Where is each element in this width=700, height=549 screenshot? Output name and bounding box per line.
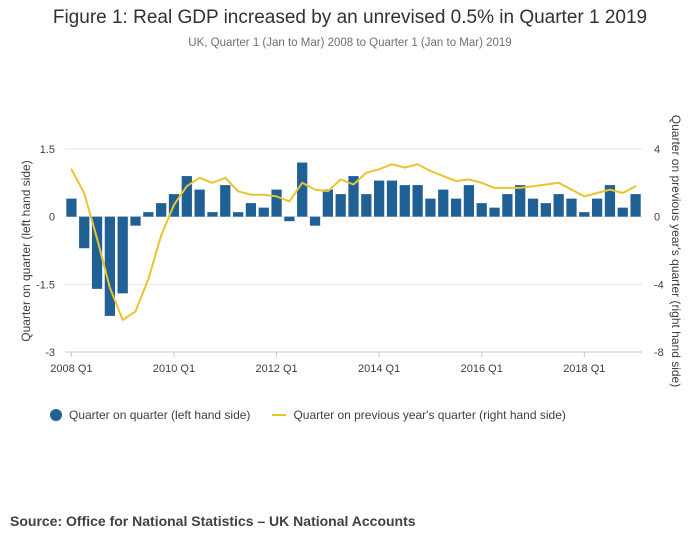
x-tick-label: 2016 Q1 <box>461 363 503 375</box>
bar <box>579 212 590 217</box>
legend-item-quarter-on-quarter: Quarter on quarter (left hand side) <box>50 408 250 422</box>
right-tick-label: 0 <box>654 212 660 224</box>
legend-item-year-on-year: Quarter on previous year's quarter (righ… <box>272 408 566 422</box>
bar <box>156 203 167 217</box>
bar <box>143 212 154 217</box>
bar <box>386 180 398 217</box>
legend-bar-marker <box>50 409 62 421</box>
right-tick-label: -8 <box>654 347 664 359</box>
left-axis-label: Quarter on quarter (left hand side) <box>19 160 33 342</box>
left-tick-label: 0 <box>49 212 55 224</box>
legend-label-year-on-year: Quarter on previous year's quarter (righ… <box>293 408 566 422</box>
chart-title: Figure 1: Real GDP increased by an unrev… <box>52 7 648 28</box>
bar <box>463 185 475 217</box>
bar <box>527 198 539 217</box>
bar <box>245 203 257 217</box>
bar <box>515 185 526 217</box>
bar <box>617 207 628 217</box>
bar <box>476 203 487 217</box>
right-tick-label: 4 <box>654 144 660 156</box>
bar <box>502 194 513 217</box>
bar <box>566 198 577 217</box>
bar <box>258 207 269 217</box>
legend: Quarter on quarter (left hand side) Quar… <box>50 408 588 422</box>
bar <box>450 198 462 217</box>
bar <box>399 185 410 217</box>
bar <box>489 207 500 217</box>
bar <box>104 216 116 316</box>
left-tick-label: -1.5 <box>36 279 55 291</box>
gdp-chart: 1.5 0 -1.5 -3 4 0 -4 -8 2008 Q1 2010 Q1 2012 Q1 201… <box>36 144 664 375</box>
bar <box>297 162 308 217</box>
bar <box>591 198 603 217</box>
bar <box>630 194 641 217</box>
x-tick-label: 2012 Q1 <box>255 363 297 375</box>
year-on-year-line <box>70 163 637 321</box>
bar <box>91 216 103 289</box>
bar <box>66 198 77 217</box>
bar <box>181 176 192 217</box>
bar <box>361 194 372 217</box>
bar <box>335 194 346 217</box>
bar <box>540 203 551 217</box>
legend-label-quarter-on-quarter: Quarter on quarter (left hand side) <box>69 408 251 422</box>
right-tick-label: -4 <box>654 279 664 291</box>
bar <box>220 185 231 217</box>
bar <box>438 189 449 217</box>
bar <box>284 216 295 222</box>
bar <box>207 212 218 217</box>
bar <box>374 180 385 217</box>
bar <box>232 212 244 217</box>
x-tick-label: 2018 Q1 <box>563 363 605 375</box>
bar <box>348 176 359 217</box>
chart-subtitle: UK, Quarter 1 (Jan to Mar) 2008 to Quart… <box>188 37 512 49</box>
bar <box>412 185 423 217</box>
bar <box>553 194 564 217</box>
bar <box>322 189 333 217</box>
bar <box>271 189 282 217</box>
left-tick-label: -3 <box>45 347 55 359</box>
x-tick-label: 2008 Q1 <box>50 363 92 375</box>
legend-line-marker <box>272 414 287 416</box>
bar <box>130 216 141 226</box>
bar <box>194 189 205 217</box>
right-axis-label: Quarter on previous year's quarter (righ… <box>669 114 683 388</box>
bar <box>425 198 436 217</box>
left-tick-label: 1.5 <box>40 144 55 156</box>
bar <box>309 216 321 226</box>
x-tick-label: 2014 Q1 <box>358 363 400 375</box>
bar <box>117 216 128 294</box>
bar <box>604 185 616 217</box>
bar <box>79 216 90 249</box>
x-tick-label: 2010 Q1 <box>153 363 195 375</box>
source-note: Source: Office for National Statistics –… <box>10 513 416 529</box>
